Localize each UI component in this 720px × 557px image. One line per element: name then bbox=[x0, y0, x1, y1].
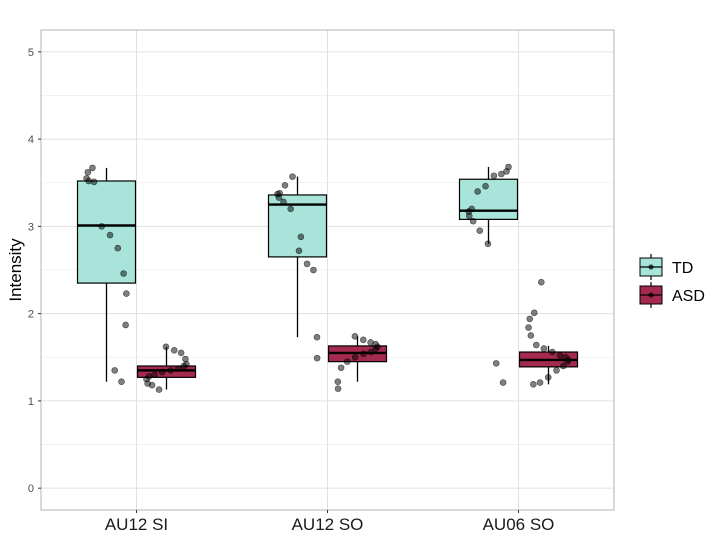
grid-layer bbox=[41, 30, 614, 510]
data-point-asd bbox=[343, 358, 351, 365]
y-tick-label: 0 bbox=[28, 483, 34, 495]
data-point-asd bbox=[162, 343, 170, 351]
data-point-asd bbox=[334, 385, 342, 392]
data-point-td bbox=[297, 233, 305, 241]
data-point-asd bbox=[527, 332, 535, 339]
data-point-td bbox=[474, 188, 481, 195]
data-point-td bbox=[83, 175, 90, 182]
data-point-td bbox=[498, 170, 505, 178]
y-tick-label: 4 bbox=[28, 134, 34, 146]
legend-label: ASD bbox=[672, 288, 705, 305]
box-td bbox=[458, 167, 519, 244]
y-tick-label: 1 bbox=[28, 396, 34, 408]
data-point-asd bbox=[556, 352, 564, 359]
legend-key-point bbox=[648, 292, 654, 298]
data-point-td bbox=[120, 270, 127, 277]
data-point-asd bbox=[360, 350, 367, 358]
data-point-td bbox=[313, 354, 321, 362]
box-asd bbox=[136, 346, 197, 390]
data-point-asd bbox=[167, 367, 174, 374]
box-td bbox=[267, 176, 328, 338]
data-point-td bbox=[276, 189, 283, 197]
data-point-asd bbox=[158, 368, 166, 376]
y-tick-labels: 0 1 2 3 4 5 bbox=[28, 47, 41, 495]
data-point-asd bbox=[540, 345, 548, 352]
data-point-asd bbox=[151, 371, 158, 379]
data-point-td bbox=[123, 290, 130, 297]
data-point-asd bbox=[525, 324, 532, 331]
data-point-asd bbox=[367, 339, 374, 346]
data-point-td bbox=[289, 173, 296, 180]
data-point-td bbox=[114, 244, 122, 252]
data-point-td bbox=[499, 379, 507, 386]
data-point-asd bbox=[367, 348, 375, 356]
data-point-asd bbox=[359, 336, 367, 344]
data-point-asd bbox=[536, 379, 544, 386]
data-point-asd bbox=[170, 346, 178, 354]
data-point-td bbox=[287, 205, 294, 213]
legend-item-asd: ASD bbox=[639, 282, 705, 308]
data-point-td bbox=[505, 163, 512, 171]
data-point-asd bbox=[548, 348, 556, 356]
data-point-td bbox=[122, 321, 129, 329]
legend: TD ASD bbox=[639, 254, 705, 308]
data-point-asd bbox=[174, 365, 182, 372]
data-point-asd bbox=[544, 374, 552, 381]
data-point-td bbox=[492, 360, 500, 367]
data-point-td bbox=[118, 378, 125, 386]
data-point-td bbox=[468, 205, 476, 213]
box-body bbox=[136, 365, 197, 378]
x-tick-label: AU12 SI bbox=[105, 515, 168, 534]
y-tick-label: 3 bbox=[28, 221, 34, 233]
data-point-td bbox=[281, 182, 289, 189]
data-point-td bbox=[482, 182, 489, 190]
data-point-td bbox=[484, 240, 492, 248]
data-point-td bbox=[295, 247, 303, 255]
data-point-asd bbox=[351, 353, 359, 361]
data-point-td bbox=[303, 260, 311, 268]
data-point-td bbox=[310, 266, 317, 274]
data-point-asd bbox=[177, 349, 185, 357]
data-point-asd bbox=[182, 355, 189, 363]
legend-label: TD bbox=[672, 260, 693, 277]
y-tick-label: 2 bbox=[28, 309, 34, 321]
data-point-td bbox=[98, 223, 105, 230]
x-tick-labels: AU12 SI AU12 SO AU06 SO bbox=[105, 510, 555, 534]
x-tick-label: AU06 SO bbox=[483, 515, 555, 534]
y-axis-title: Intensity bbox=[6, 238, 25, 302]
data-point-td bbox=[313, 333, 321, 341]
x-tick-label: AU12 SO bbox=[292, 515, 364, 534]
data-point-asd bbox=[351, 333, 359, 340]
data-point-td bbox=[469, 217, 477, 225]
data-point-td bbox=[90, 178, 98, 186]
data-point-asd bbox=[526, 315, 534, 323]
data-point-td bbox=[89, 164, 96, 172]
data-point-asd bbox=[537, 278, 545, 286]
data-point-asd bbox=[337, 364, 345, 372]
data-point-asd bbox=[155, 386, 163, 393]
legend-key-point bbox=[648, 264, 654, 270]
box-body bbox=[76, 180, 137, 284]
data-point-asd bbox=[530, 309, 538, 317]
data-point-td bbox=[106, 231, 114, 239]
point-layer bbox=[83, 163, 572, 393]
box-layer bbox=[76, 167, 579, 390]
data-point-asd bbox=[145, 373, 153, 380]
data-point-asd bbox=[334, 378, 342, 386]
data-point-asd bbox=[560, 362, 567, 370]
data-point-asd bbox=[530, 381, 537, 388]
legend-item-td: TD bbox=[639, 254, 693, 280]
data-point-asd bbox=[553, 367, 560, 374]
data-point-td bbox=[84, 168, 92, 176]
data-point-td bbox=[111, 367, 119, 374]
data-point-asd bbox=[562, 353, 570, 361]
y-tick-label: 5 bbox=[28, 47, 34, 59]
box-td bbox=[76, 167, 137, 382]
data-point-asd bbox=[533, 341, 540, 349]
data-point-td bbox=[476, 227, 484, 235]
data-point-td bbox=[490, 172, 498, 180]
data-point-td bbox=[280, 198, 287, 206]
